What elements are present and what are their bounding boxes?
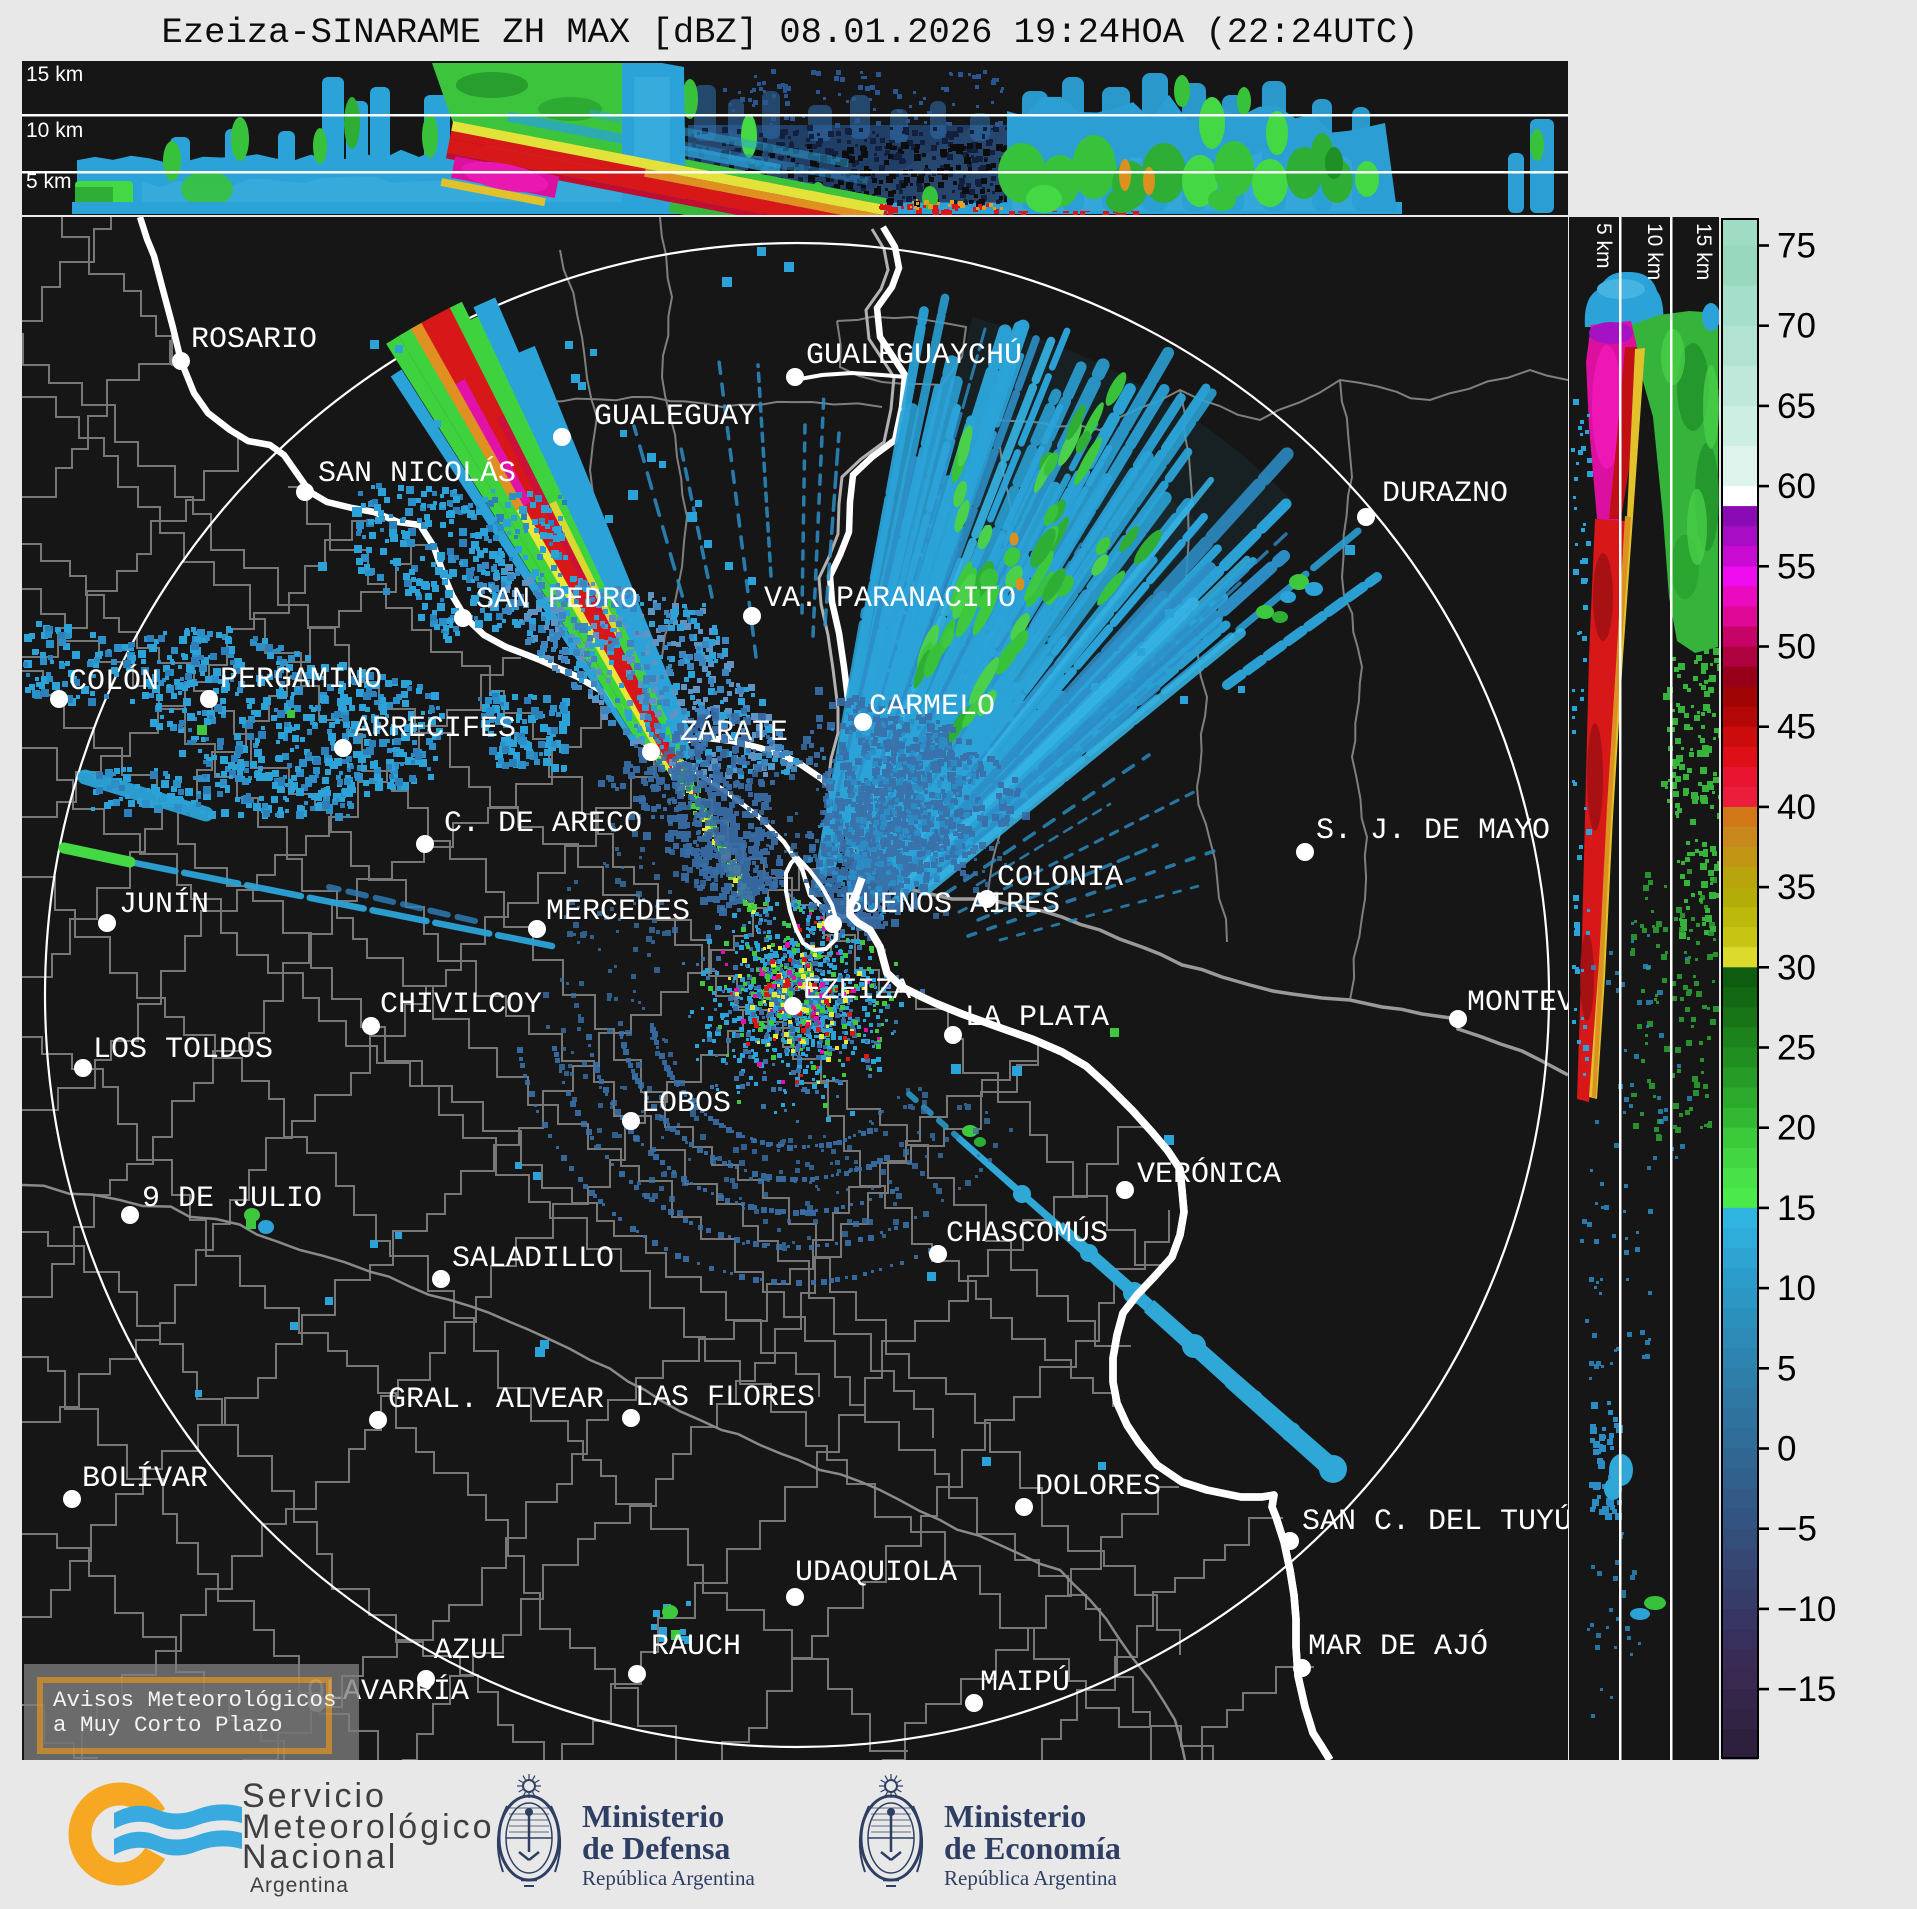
svg-text:GRAL. ALVEAR: GRAL. ALVEAR [388, 1383, 604, 1417]
svg-text:35: 35 [1777, 868, 1816, 907]
svg-text:MONTEVIDEO: MONTEVIDEO [1467, 986, 1568, 1020]
svg-text:CHIVILCOY: CHIVILCOY [380, 988, 542, 1022]
svg-text:DURAZNO: DURAZNO [1382, 477, 1508, 511]
svg-text:GUALEGUAYCHÚ: GUALEGUAYCHÚ [806, 338, 1022, 373]
svg-text:−5: −5 [1777, 1510, 1817, 1549]
svg-text:40: 40 [1777, 788, 1816, 827]
svg-text:LA PLATA: LA PLATA [965, 1001, 1109, 1035]
svg-text:S. J. DE MAYO: S. J. DE MAYO [1316, 814, 1550, 848]
svg-text:0: 0 [1777, 1430, 1796, 1469]
svg-text:GUALEGUAY: GUALEGUAY [594, 400, 756, 434]
svg-text:AZUL: AZUL [434, 1634, 506, 1668]
svg-text:5 km: 5 km [1592, 223, 1615, 269]
svg-text:ROSARIO: ROSARIO [191, 323, 317, 357]
svg-text:LOS TOLDOS: LOS TOLDOS [93, 1033, 273, 1067]
svg-text:15 km: 15 km [1692, 223, 1715, 280]
svg-text:45: 45 [1777, 708, 1816, 747]
svg-text:Ministerio: Ministerio [582, 1798, 724, 1834]
svg-text:Argentina: Argentina [250, 1874, 349, 1897]
svg-text:55: 55 [1777, 547, 1816, 586]
svg-text:SAN PEDRO: SAN PEDRO [476, 583, 638, 617]
svg-text:DOLORES: DOLORES [1035, 1470, 1161, 1504]
svg-text:República Argentina: República Argentina [582, 1866, 755, 1890]
svg-text:70: 70 [1777, 307, 1816, 346]
svg-text:MAIPÚ: MAIPÚ [980, 1665, 1070, 1700]
svg-text:RAUCH: RAUCH [651, 1630, 741, 1664]
svg-text:VERÓNICA: VERÓNICA [1137, 1157, 1281, 1192]
svg-text:de Defensa: de Defensa [582, 1830, 730, 1866]
svg-text:9 DE JULIO: 9 DE JULIO [142, 1182, 322, 1216]
svg-text:LAS FLORES: LAS FLORES [635, 1381, 815, 1415]
svg-text:Servicio: Servicio [242, 1777, 387, 1815]
svg-text:MAR DE AJÓ: MAR DE AJÓ [1308, 1629, 1488, 1664]
svg-text:Meteorológico: Meteorológico [242, 1808, 495, 1846]
svg-text:30: 30 [1777, 948, 1816, 987]
svg-text:VA. PARANACITO: VA. PARANACITO [764, 582, 1016, 616]
svg-text:ARRECIFES: ARRECIFES [354, 712, 516, 746]
svg-text:C. DE ARECO: C. DE ARECO [444, 807, 642, 841]
svg-text:10 km: 10 km [26, 119, 83, 142]
svg-text:Avisos Meteorológicos: Avisos Meteorológicos [53, 1687, 337, 1713]
svg-text:Nacional: Nacional [242, 1838, 398, 1876]
svg-text:5 km: 5 km [26, 170, 72, 193]
svg-text:BUENOS AIRES: BUENOS AIRES [844, 888, 1060, 922]
svg-text:MERCEDES: MERCEDES [546, 895, 690, 929]
svg-text:BOLÍVAR: BOLÍVAR [82, 1461, 208, 1496]
svg-text:Ministerio: Ministerio [944, 1798, 1086, 1834]
svg-text:20: 20 [1777, 1109, 1816, 1148]
svg-text:CARMELO: CARMELO [869, 690, 995, 724]
svg-text:5: 5 [1777, 1349, 1796, 1388]
svg-text:ZÁRATE: ZÁRATE [680, 715, 788, 750]
svg-text:−15: −15 [1777, 1670, 1836, 1709]
svg-text:JUNÍN: JUNÍN [119, 887, 209, 922]
svg-text:República Argentina: República Argentina [944, 1866, 1117, 1890]
svg-text:60: 60 [1777, 467, 1816, 506]
svg-text:15: 15 [1777, 1189, 1816, 1228]
svg-text:15 km: 15 km [26, 63, 83, 86]
svg-text:−10: −10 [1777, 1590, 1836, 1629]
svg-text:25: 25 [1777, 1029, 1816, 1068]
svg-text:LOBOS: LOBOS [641, 1087, 731, 1121]
svg-text:10: 10 [1777, 1269, 1816, 1308]
svg-text:UDAQUIOLA: UDAQUIOLA [795, 1556, 957, 1590]
svg-text:10 km: 10 km [1643, 223, 1666, 280]
svg-text:SAN C. DEL TUYÚ: SAN C. DEL TUYÚ [1302, 1504, 1568, 1539]
svg-text:de Economía: de Economía [944, 1830, 1121, 1866]
svg-text:CHASCOMÚS: CHASCOMÚS [946, 1216, 1108, 1251]
svg-text:PERGAMINO: PERGAMINO [220, 663, 382, 697]
svg-text:a Muy Corto Plazo: a Muy Corto Plazo [53, 1712, 283, 1738]
svg-text:65: 65 [1777, 387, 1816, 426]
svg-text:SAN NICOLÁS: SAN NICOLÁS [318, 456, 516, 491]
svg-text:75: 75 [1777, 227, 1816, 266]
svg-text:COLONIA: COLONIA [997, 861, 1123, 895]
svg-text:EZEIZA: EZEIZA [803, 974, 911, 1008]
svg-text:50: 50 [1777, 628, 1816, 667]
svg-text:COLÓN: COLÓN [69, 664, 159, 699]
svg-text:SALADILLO: SALADILLO [452, 1242, 614, 1276]
